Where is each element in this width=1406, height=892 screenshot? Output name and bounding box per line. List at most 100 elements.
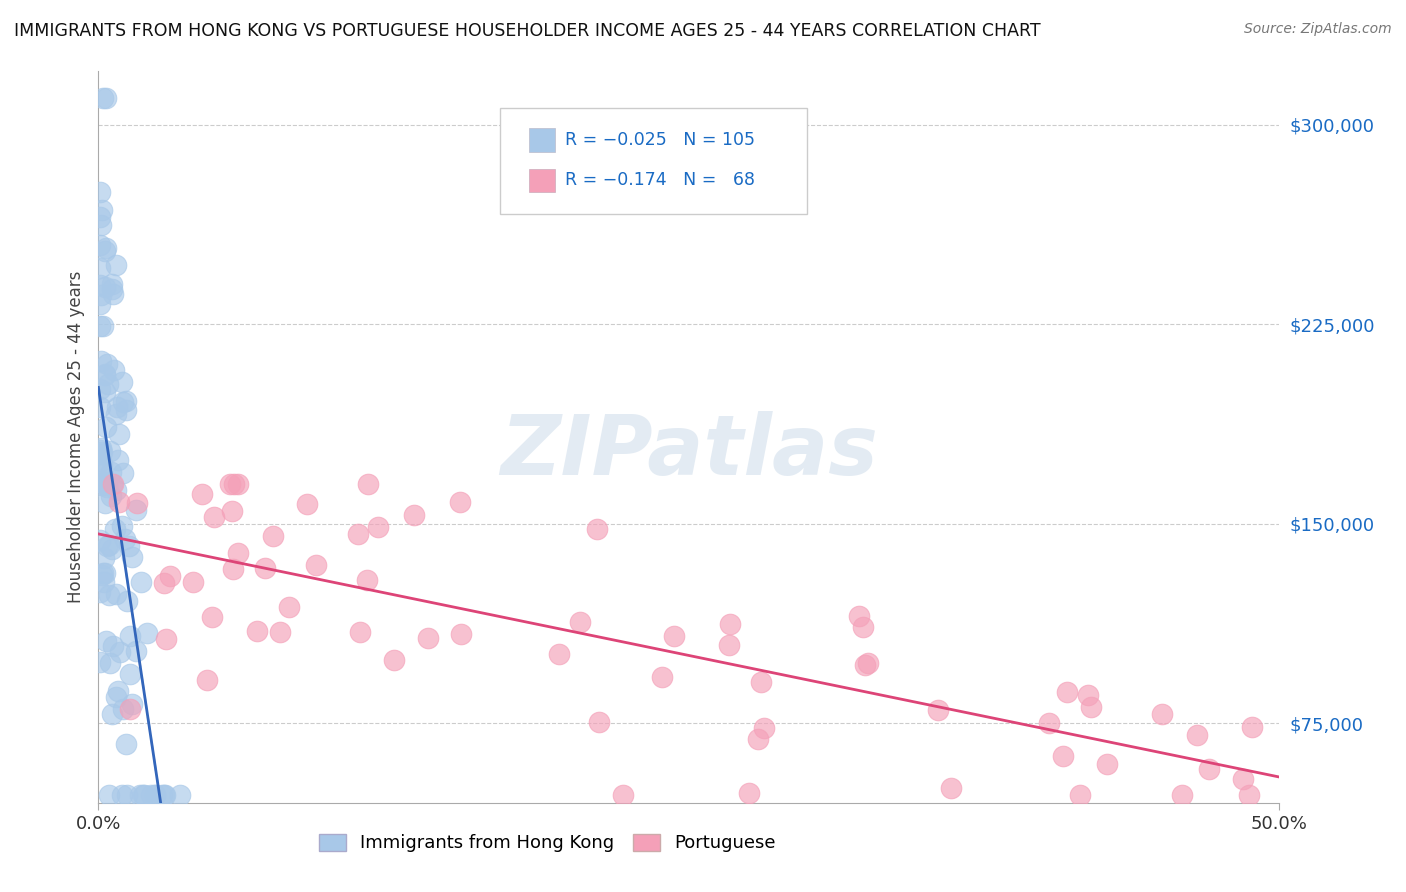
Portuguese	[747, 731, 769, 746]
Portuguese	[1232, 772, 1254, 786]
Text: Source: ZipAtlas.com: Source: ZipAtlas.com	[1244, 22, 1392, 37]
Immigrants from Hong Kong	[90, 465, 112, 479]
Portuguese	[749, 674, 772, 689]
Portuguese	[356, 573, 378, 587]
Immigrants from Hong Kong	[107, 452, 129, 467]
Immigrants from Hong Kong	[94, 280, 117, 294]
Immigrants from Hong Kong	[141, 788, 163, 802]
Portuguese	[752, 721, 775, 735]
Immigrants from Hong Kong	[118, 539, 141, 553]
Immigrants from Hong Kong	[89, 278, 111, 293]
Immigrants from Hong Kong	[89, 261, 111, 276]
Portuguese	[382, 653, 405, 667]
Immigrants from Hong Kong	[101, 477, 124, 491]
Immigrants from Hong Kong	[89, 238, 111, 252]
Immigrants from Hong Kong	[115, 737, 138, 751]
Immigrants from Hong Kong	[143, 788, 166, 802]
Immigrants from Hong Kong	[128, 788, 150, 802]
Portuguese	[718, 616, 741, 631]
Immigrants from Hong Kong	[91, 91, 114, 105]
Immigrants from Hong Kong	[90, 442, 112, 456]
Immigrants from Hong Kong	[89, 319, 111, 334]
Immigrants from Hong Kong	[104, 483, 127, 497]
Portuguese	[1241, 720, 1264, 734]
Immigrants from Hong Kong	[94, 368, 117, 383]
Portuguese	[356, 476, 378, 491]
Immigrants from Hong Kong	[97, 589, 120, 603]
Immigrants from Hong Kong	[112, 466, 135, 480]
Immigrants from Hong Kong	[132, 788, 155, 802]
Immigrants from Hong Kong	[112, 702, 135, 716]
Immigrants from Hong Kong	[115, 393, 138, 408]
Portuguese	[858, 656, 880, 670]
Immigrants from Hong Kong	[89, 382, 111, 396]
Portuguese	[1170, 788, 1192, 802]
Immigrants from Hong Kong	[115, 594, 138, 608]
Portuguese	[738, 786, 761, 800]
Y-axis label: Householder Income Ages 25 - 44 years: Householder Income Ages 25 - 44 years	[66, 271, 84, 603]
Portuguese	[219, 476, 242, 491]
Text: R = −0.025   N = 105: R = −0.025 N = 105	[565, 131, 755, 149]
Portuguese	[1198, 762, 1220, 776]
Immigrants from Hong Kong	[108, 645, 131, 659]
Portuguese	[159, 568, 181, 582]
Portuguese	[305, 558, 328, 572]
Immigrants from Hong Kong	[132, 788, 155, 802]
Immigrants from Hong Kong	[90, 454, 112, 468]
Portuguese	[1056, 685, 1078, 699]
Immigrants from Hong Kong	[91, 202, 114, 217]
Portuguese	[404, 508, 426, 523]
Immigrants from Hong Kong	[93, 496, 115, 510]
Immigrants from Hong Kong	[96, 477, 118, 491]
Immigrants from Hong Kong	[104, 522, 127, 536]
Bar	[530, 128, 555, 152]
Immigrants from Hong Kong	[90, 478, 112, 492]
Portuguese	[1038, 716, 1060, 731]
Immigrants from Hong Kong	[97, 376, 120, 391]
Text: R = −0.174   N =   68: R = −0.174 N = 68	[565, 171, 755, 189]
Immigrants from Hong Kong	[93, 551, 115, 566]
Immigrants from Hong Kong	[91, 457, 114, 471]
Portuguese	[1239, 788, 1261, 802]
Immigrants from Hong Kong	[110, 788, 132, 802]
Immigrants from Hong Kong	[103, 639, 125, 653]
Portuguese	[449, 494, 471, 508]
Immigrants from Hong Kong	[94, 419, 117, 434]
Immigrants from Hong Kong	[108, 427, 131, 442]
Immigrants from Hong Kong	[98, 538, 121, 552]
Immigrants from Hong Kong	[89, 447, 111, 461]
Portuguese	[1185, 728, 1208, 742]
Portuguese	[226, 546, 249, 560]
Immigrants from Hong Kong	[104, 407, 127, 421]
Immigrants from Hong Kong	[89, 211, 111, 225]
Immigrants from Hong Kong	[101, 277, 124, 291]
Portuguese	[190, 487, 212, 501]
Portuguese	[226, 476, 249, 491]
FancyBboxPatch shape	[501, 108, 807, 214]
Portuguese	[224, 476, 246, 491]
Portuguese	[297, 497, 319, 511]
Immigrants from Hong Kong	[94, 241, 117, 255]
Immigrants from Hong Kong	[150, 788, 173, 802]
Immigrants from Hong Kong	[94, 244, 117, 259]
Immigrants from Hong Kong	[89, 185, 111, 199]
Portuguese	[202, 510, 225, 524]
Portuguese	[183, 575, 205, 590]
Immigrants from Hong Kong	[125, 503, 148, 517]
Immigrants from Hong Kong	[90, 445, 112, 459]
Portuguese	[547, 647, 569, 661]
Immigrants from Hong Kong	[89, 442, 111, 457]
Portuguese	[662, 629, 685, 643]
Immigrants from Hong Kong	[93, 575, 115, 590]
Immigrants from Hong Kong	[91, 568, 114, 582]
Immigrants from Hong Kong	[118, 629, 141, 643]
Immigrants from Hong Kong	[103, 363, 125, 377]
Immigrants from Hong Kong	[94, 91, 117, 105]
Portuguese	[852, 620, 875, 634]
Portuguese	[416, 632, 439, 646]
Portuguese	[118, 701, 141, 715]
Immigrants from Hong Kong	[105, 690, 128, 704]
Legend: Immigrants from Hong Kong, Portuguese: Immigrants from Hong Kong, Portuguese	[312, 826, 783, 860]
Immigrants from Hong Kong	[101, 707, 124, 722]
Immigrants from Hong Kong	[121, 697, 143, 711]
